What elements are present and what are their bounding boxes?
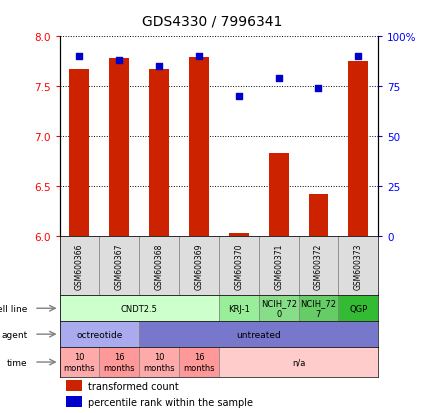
Bar	[269, 154, 289, 236]
Text: GSM600372: GSM600372	[314, 242, 323, 289]
Text: NCIH_72
7: NCIH_72 7	[300, 299, 337, 318]
Text: CNDT2.5: CNDT2.5	[121, 304, 158, 313]
FancyBboxPatch shape	[179, 236, 219, 296]
Text: n/a: n/a	[292, 358, 305, 367]
FancyBboxPatch shape	[298, 236, 338, 296]
Bar	[189, 58, 209, 236]
FancyBboxPatch shape	[179, 347, 219, 377]
FancyBboxPatch shape	[60, 347, 99, 377]
Point	[76, 54, 83, 60]
Text: GSM600370: GSM600370	[234, 242, 243, 289]
Text: GSM600367: GSM600367	[115, 242, 124, 289]
Point	[156, 64, 162, 70]
Text: percentile rank within the sample: percentile rank within the sample	[88, 397, 253, 407]
Text: 10
months: 10 months	[64, 352, 95, 372]
Text: NCIH_72
0: NCIH_72 0	[261, 299, 297, 318]
FancyBboxPatch shape	[219, 296, 259, 321]
Point	[355, 54, 362, 60]
Text: GSM600369: GSM600369	[195, 242, 204, 289]
FancyBboxPatch shape	[99, 347, 139, 377]
Text: QGP: QGP	[349, 304, 368, 313]
Text: GSM600373: GSM600373	[354, 242, 363, 289]
Text: time: time	[7, 358, 28, 367]
Bar	[149, 70, 169, 236]
Text: cell line: cell line	[0, 304, 28, 313]
Text: untreated: untreated	[236, 330, 281, 339]
Text: GSM600368: GSM600368	[155, 242, 164, 289]
Bar	[348, 62, 368, 236]
FancyBboxPatch shape	[139, 236, 179, 296]
Text: agent: agent	[1, 330, 28, 339]
Text: GDS4330 / 7996341: GDS4330 / 7996341	[142, 15, 283, 29]
Point	[275, 76, 282, 82]
Bar	[109, 59, 129, 236]
Text: transformed count: transformed count	[88, 381, 179, 391]
FancyBboxPatch shape	[139, 347, 179, 377]
Bar	[309, 194, 329, 236]
Text: KRJ-1: KRJ-1	[228, 304, 250, 313]
FancyBboxPatch shape	[60, 321, 139, 347]
Text: octreotide: octreotide	[76, 330, 122, 339]
FancyBboxPatch shape	[60, 236, 99, 296]
Bar	[66, 396, 82, 407]
FancyBboxPatch shape	[219, 347, 378, 377]
FancyBboxPatch shape	[99, 236, 139, 296]
Text: GSM600366: GSM600366	[75, 242, 84, 289]
FancyBboxPatch shape	[259, 296, 298, 321]
FancyBboxPatch shape	[139, 321, 378, 347]
Bar	[66, 380, 82, 392]
Text: 16
months: 16 months	[183, 352, 215, 372]
Text: 10
months: 10 months	[143, 352, 175, 372]
FancyBboxPatch shape	[60, 296, 219, 321]
Point	[116, 58, 123, 64]
FancyBboxPatch shape	[338, 236, 378, 296]
FancyBboxPatch shape	[298, 296, 338, 321]
Bar	[229, 233, 249, 236]
Text: 16
months: 16 months	[103, 352, 135, 372]
FancyBboxPatch shape	[259, 236, 298, 296]
Point	[235, 93, 242, 100]
Text: GSM600371: GSM600371	[274, 242, 283, 289]
FancyBboxPatch shape	[338, 296, 378, 321]
Bar	[69, 70, 89, 236]
Point	[315, 85, 322, 92]
Point	[196, 54, 202, 60]
FancyBboxPatch shape	[219, 236, 259, 296]
